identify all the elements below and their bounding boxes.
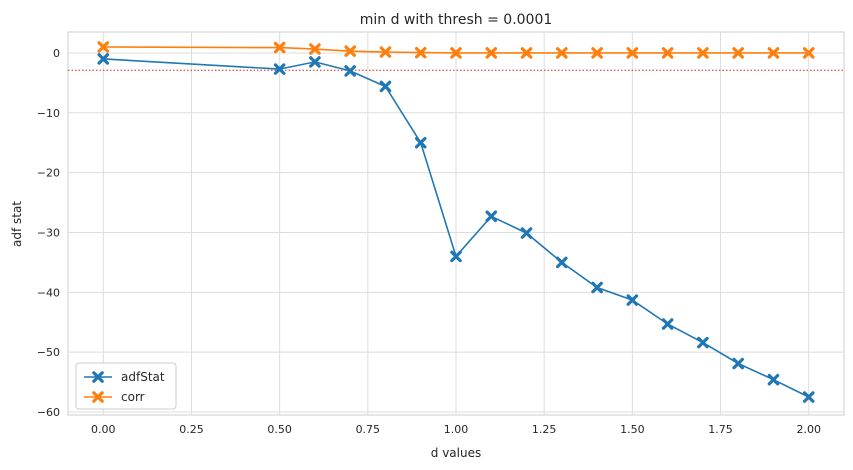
x-tick-label: 0.00	[91, 423, 116, 436]
x-tick-label: 0.50	[267, 423, 292, 436]
data-point-corr	[556, 47, 568, 59]
data-point-corr	[661, 47, 674, 59]
data-point-adfStat	[626, 294, 639, 306]
data-point-corr	[450, 47, 462, 59]
series-layer	[97, 41, 815, 403]
y-tick-label: −50	[37, 346, 60, 359]
y-tick-label: −20	[37, 167, 60, 180]
y-tick-label: −40	[37, 286, 60, 299]
x-tick-label: 2.00	[796, 423, 821, 436]
chart-title: min d with thresh = 0.0001	[360, 12, 553, 28]
x-tick-label: 1.75	[708, 423, 733, 436]
data-point-corr	[414, 46, 427, 59]
data-point-adfStat	[379, 80, 392, 93]
y-tick-label: −30	[37, 226, 60, 239]
legend-marker-adfStat	[92, 371, 104, 383]
data-point-corr	[309, 43, 321, 55]
data-point-corr	[626, 47, 639, 59]
data-point-corr	[697, 47, 709, 59]
y-tick-label: −10	[37, 107, 60, 120]
y-tick-label: 0	[53, 47, 60, 60]
data-point-adfStat	[273, 63, 286, 75]
x-tick-label: 1.50	[620, 423, 645, 436]
x-axis-label: d values	[431, 446, 481, 460]
series-corr	[97, 41, 815, 59]
data-point-adfStat	[485, 210, 498, 223]
y-ticks: 0 −10 −20 −30 −40 −50 −60	[37, 47, 60, 419]
data-point-adfStat	[414, 136, 427, 149]
legend-marker-corr	[92, 391, 104, 403]
data-point-corr	[591, 47, 603, 59]
x-tick-label: 0.25	[179, 423, 204, 436]
data-point-adfStat	[767, 373, 780, 386]
data-point-adfStat	[802, 391, 815, 403]
x-tick-label: 1.25	[532, 423, 557, 436]
x-tick-label: 0.75	[356, 423, 381, 436]
data-point-corr	[485, 47, 498, 59]
x-ticks: 0.00 0.25 0.50 0.75 1.00 1.25 1.50 1.75 2.00	[91, 423, 821, 436]
data-point-corr	[767, 47, 780, 59]
x-tick-label: 1.00	[444, 423, 469, 436]
data-point-adfStat	[556, 256, 568, 269]
data-point-corr	[344, 45, 356, 57]
data-point-adfStat	[520, 227, 533, 239]
legend-label-adfStat: adfStat	[121, 370, 165, 384]
y-tick-label: −60	[37, 406, 60, 419]
data-point-adfStat	[309, 56, 321, 68]
data-point-adfStat	[697, 336, 709, 349]
data-point-adfStat	[97, 53, 110, 65]
data-point-corr	[732, 47, 744, 59]
legend: adfStat corr	[75, 362, 177, 410]
data-point-corr	[520, 47, 533, 59]
data-point-adfStat	[591, 281, 603, 294]
data-point-corr	[802, 47, 815, 59]
data-point-corr	[273, 41, 286, 54]
y-axis-label: adf stat	[10, 201, 24, 247]
data-point-adfStat	[732, 357, 744, 370]
legend-label-corr: corr	[121, 390, 145, 404]
data-point-adfStat	[344, 65, 356, 77]
data-point-corr	[379, 46, 392, 58]
series-adfStat	[97, 53, 815, 403]
data-point-corr	[97, 41, 110, 53]
data-point-adfStat	[450, 250, 462, 263]
data-point-adfStat	[661, 318, 674, 330]
